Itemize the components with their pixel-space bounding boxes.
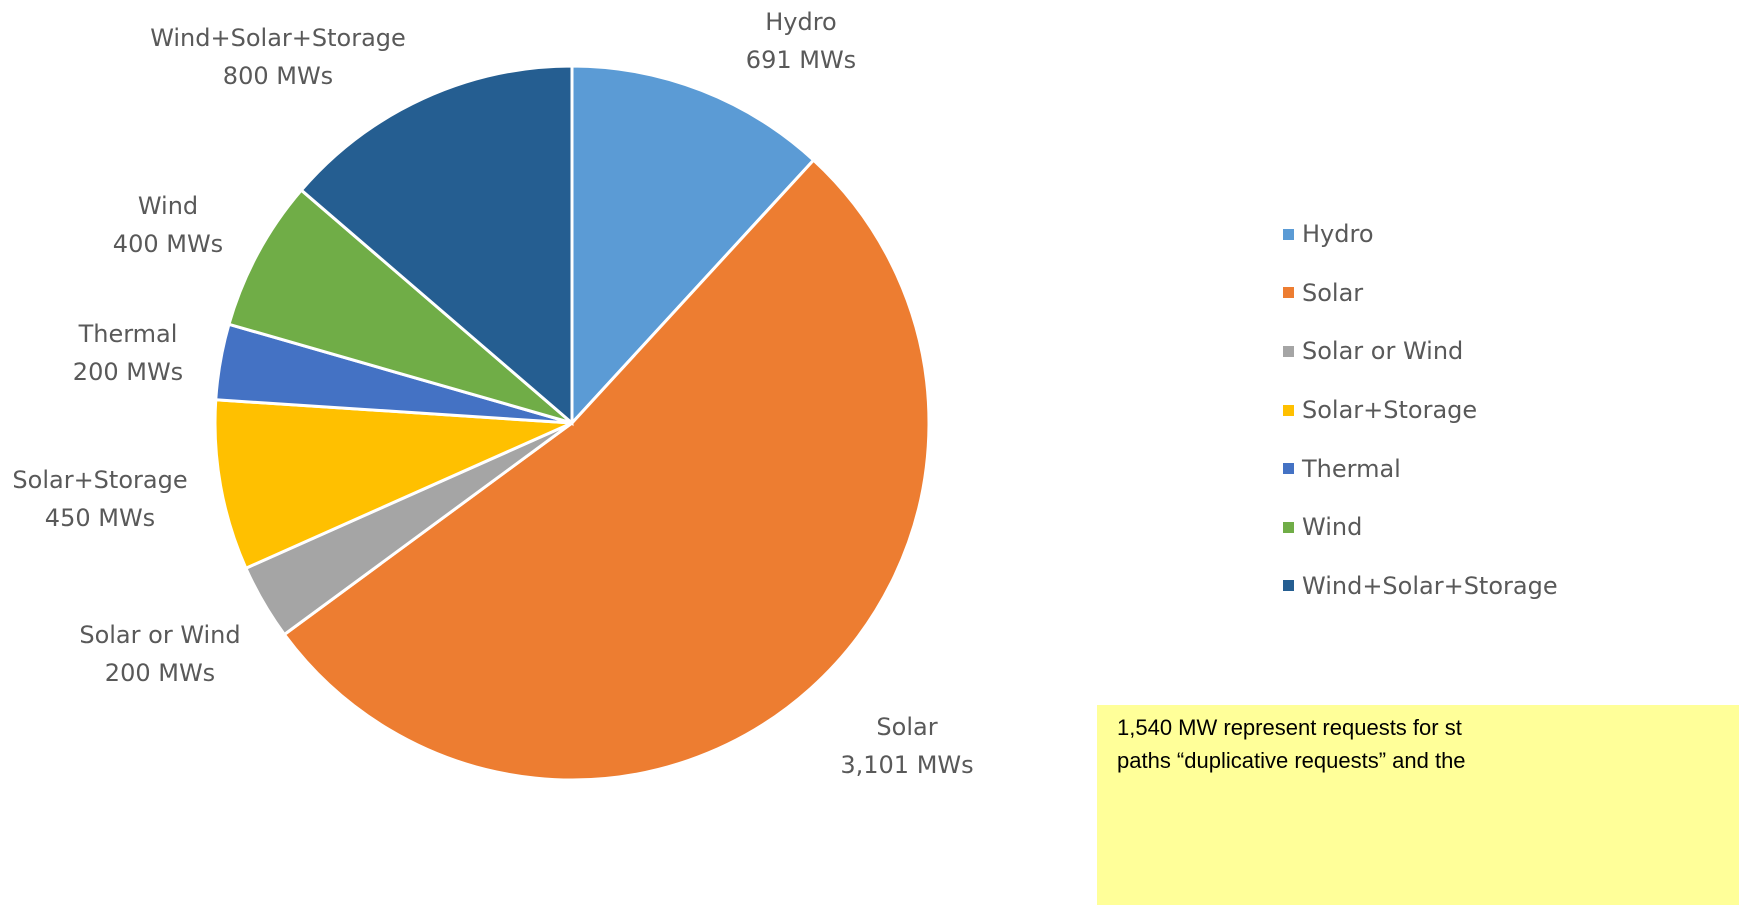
slice-label-thermal: Thermal 200 MWs (73, 320, 183, 386)
pie-slice-hydro (570, 64, 816, 427)
legend-item-solar-storage: Solar+Storage (1283, 381, 1558, 440)
slice-label-wind-solar-storage: Wind+Solar+Storage 800 MWs (150, 24, 406, 90)
legend-swatch (1283, 287, 1294, 299)
legend-swatch (1283, 345, 1294, 357)
legend-item-hydro: Hydro (1283, 205, 1558, 264)
legend-swatch (1283, 228, 1294, 240)
slice-label-solar: Solar 3,101 MWs (840, 713, 973, 779)
note-box: 1,540 MW represent requests for st paths… (1097, 705, 1739, 905)
note-line-2: paths “duplicative requests” and the (1117, 748, 1466, 773)
slice-label-solar-storage: Solar+Storage 450 MWs (12, 466, 187, 532)
legend-item-wind: Wind (1283, 498, 1558, 557)
slice-labels: Hydro 691 MWs Solar 3,101 MWs Solar or Wind 2… (12, 8, 973, 779)
note-line-1: 1,540 MW represent requests for st (1117, 715, 1462, 740)
legend-item-wind-solar-storage: Wind+Solar+Storage (1283, 557, 1558, 616)
pie-chart: Hydro 691 MWs Solar 3,101 MWs Solar or Wind 2… (12, 8, 974, 782)
pie-slice-wind (227, 188, 573, 425)
legend-item-solar: Solar (1283, 264, 1558, 323)
legend-swatch (1283, 463, 1294, 475)
chart-legend: Hydro Solar Solar or Wind Solar+Storage Ther… (1283, 205, 1558, 615)
legend-swatch (1283, 521, 1294, 533)
legend-label: Solar+Storage (1302, 396, 1478, 425)
slice-label-hydro: Hydro 691 MWs (746, 8, 856, 74)
legend-label: Wind+Solar+Storage (1302, 571, 1558, 600)
pie-slice-wind-solar-storage (299, 64, 574, 427)
legend-item-solar-or-wind: Solar or Wind (1283, 322, 1558, 381)
pie-slice-solar-storage (213, 398, 573, 571)
slice-label-solar-or-wind: Solar or Wind 200 MWs (79, 621, 240, 687)
legend-item-thermal: Thermal (1283, 439, 1558, 498)
pie-slices (213, 64, 931, 782)
legend-label: Thermal (1302, 454, 1401, 483)
pie-slice-solar (282, 158, 931, 782)
legend-label: Hydro (1302, 220, 1374, 249)
legend-label: Solar (1302, 278, 1364, 307)
legend-label: Solar or Wind (1302, 337, 1464, 366)
slice-label-wind: Wind 400 MWs (113, 192, 223, 258)
legend-swatch (1283, 404, 1294, 416)
legend-label: Wind (1302, 513, 1363, 542)
legend-swatch (1283, 580, 1294, 592)
